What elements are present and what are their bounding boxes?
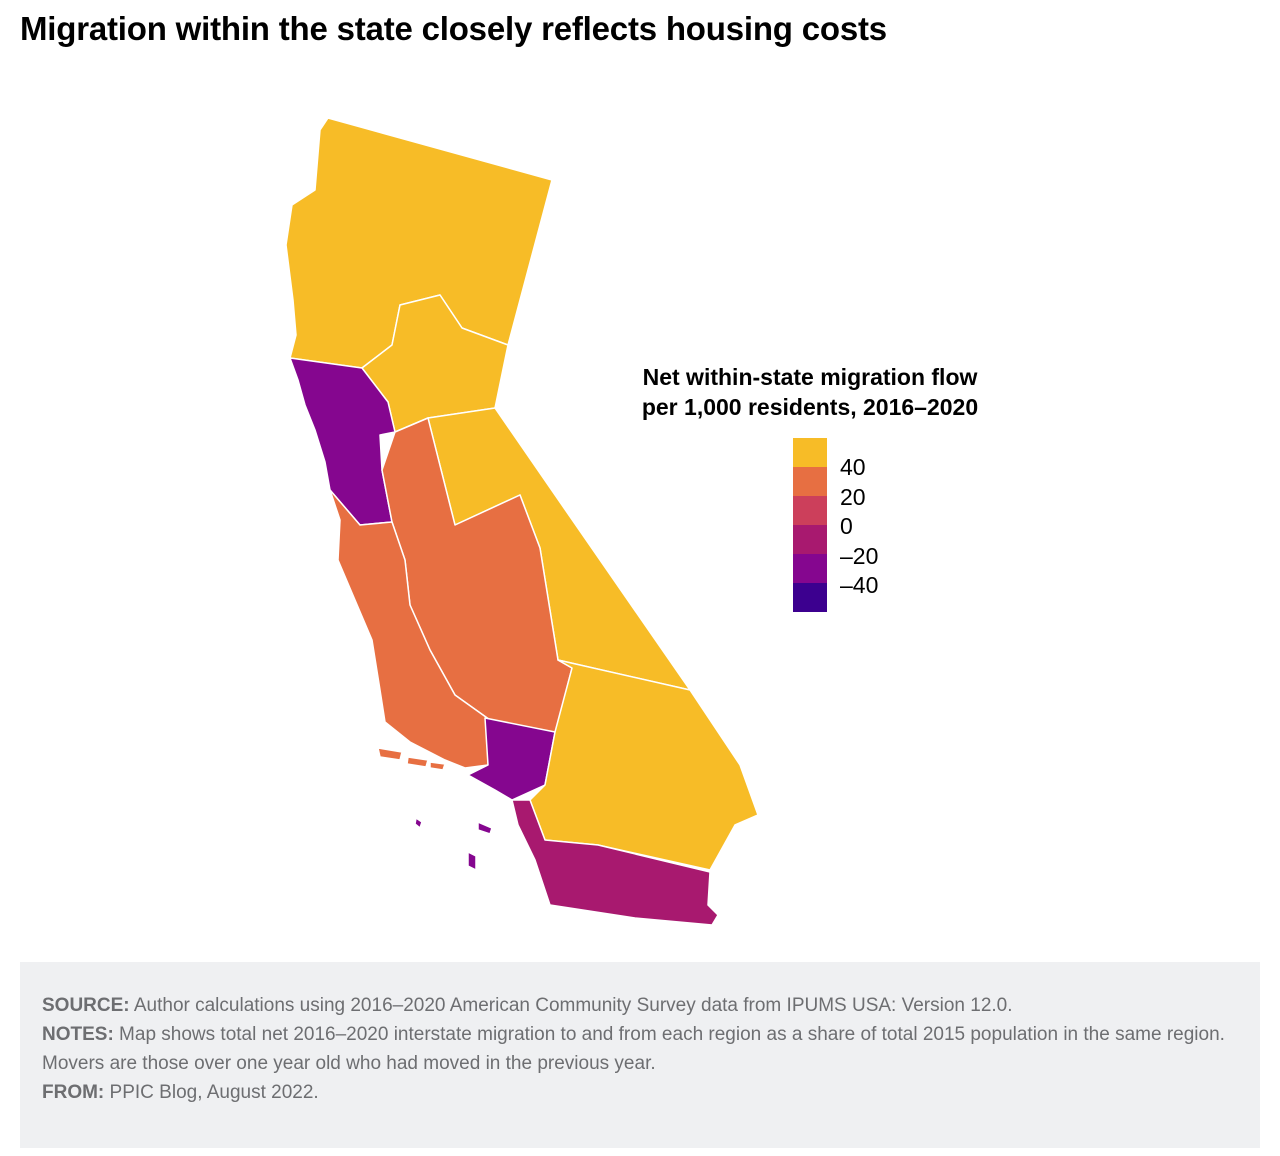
legend-swatch (793, 554, 827, 583)
legend-title-line-2: per 1,000 residents, 2016–2020 (641, 394, 979, 420)
legend-title: Net within-state migration flow per 1,00… (590, 362, 1030, 422)
southern-islands (414, 817, 493, 871)
notes-text: Map shows total net 2016–2020 interstate… (42, 1024, 1225, 1074)
notes-label: NOTES: (42, 1024, 114, 1045)
legend-color-scale (793, 438, 827, 612)
source-label: SOURCE: (42, 995, 130, 1016)
footer-notes: SOURCE: Author calculations using 2016–2… (20, 962, 1260, 1148)
notes-line: NOTES: Map shows total net 2016–2020 int… (42, 1020, 1238, 1078)
legend-swatch (793, 467, 827, 496)
legend-swatch (793, 583, 827, 612)
legend-tick: –40 (840, 572, 879, 598)
from-line: FROM: PPIC Blog, August 2022. (42, 1078, 1238, 1107)
legend-swatch (793, 525, 827, 554)
from-label: FROM: (42, 1082, 105, 1103)
source-text: Author calculations using 2016–2020 Amer… (129, 995, 1013, 1016)
region-orange-san-diego (511, 799, 719, 926)
chart-title: Migration within the state closely refle… (20, 10, 887, 47)
from-text: PPIC Blog, August 2022. (104, 1082, 319, 1103)
california-map (285, 117, 759, 926)
legend-tick: –20 (840, 543, 879, 569)
legend-tick: 0 (840, 513, 853, 539)
region-central-coast (329, 489, 491, 769)
source-line: SOURCE: Author calculations using 2016–2… (42, 991, 1238, 1020)
legend-title-line-1: Net within-state migration flow (642, 364, 978, 390)
legend-swatch (793, 438, 827, 467)
legend-swatch (793, 496, 827, 525)
legend-tick: 20 (840, 484, 866, 510)
legend-tick: 40 (840, 454, 866, 480)
channel-islands (377, 747, 446, 771)
